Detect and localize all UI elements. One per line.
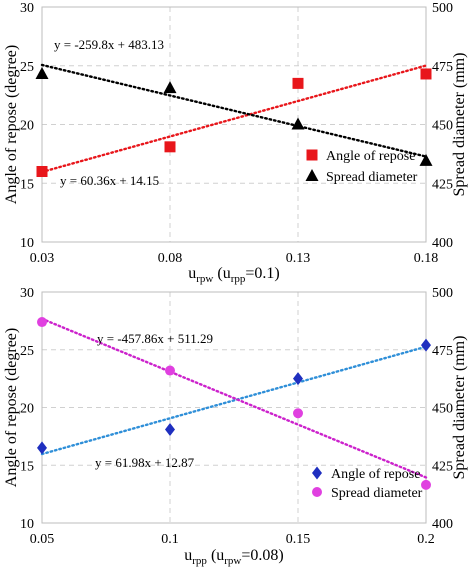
data-point-series-1: [293, 372, 303, 386]
y-tick-label: 15: [20, 177, 34, 192]
x-axis-label-part: =0.08): [241, 547, 283, 564]
x-tick-label: 0.18: [414, 251, 439, 266]
data-point-series-2: [163, 81, 177, 94]
legend-label: Spread diameter: [326, 170, 418, 185]
plot-frame: [41, 291, 427, 524]
x-tick-label: 0.03: [30, 251, 55, 266]
trendline-1: [40, 345, 428, 456]
legend-label: Angle of repose: [331, 467, 420, 482]
legend-marker: [312, 466, 322, 480]
y-tick-label: 10: [20, 236, 34, 251]
x-tick-label: 0.05: [30, 532, 55, 547]
y2-tick-label: 450: [432, 119, 453, 134]
legend-label: Spread diameter: [331, 486, 423, 501]
trendline-equation: y = 60.36x + 14.15: [60, 173, 159, 188]
y2-tick-label: 450: [432, 402, 453, 417]
y2-tick-label: 425: [432, 177, 453, 192]
data-point-series-2: [421, 479, 431, 490]
y-tick-label: 25: [20, 60, 34, 75]
legend: Angle of repose Spread diameter: [312, 466, 423, 501]
trendline-equation: y = 61.98x + 12.87: [95, 455, 195, 470]
plot-frame: [41, 6, 427, 243]
data-point-series-2: [293, 408, 303, 419]
x-tick-label: 0.15: [286, 532, 311, 547]
data-point-series-1: [36, 166, 48, 177]
trendline-1: [40, 64, 428, 174]
data-point-series-2: [291, 117, 305, 130]
trendline-2: [40, 63, 428, 158]
y-tick-label: 20: [20, 402, 34, 417]
data-point-series-2: [165, 365, 175, 376]
data-point-series-1: [37, 441, 47, 455]
legend-marker: [306, 149, 318, 161]
x-axis-label-part: u: [184, 547, 192, 564]
y-tick-label: 30: [20, 286, 34, 301]
y-tick-label: 30: [20, 1, 34, 16]
y2-tick-label: 475: [432, 60, 453, 75]
data-point-series-1: [292, 77, 304, 89]
x-tick-label: 0.1: [161, 532, 179, 547]
x-axis-label-part: (u: [207, 547, 224, 564]
x-axis-label-subscript: rpw: [224, 555, 241, 567]
chart-panel-1: 10 15 20 25 30 400 425 450 475 500 0.03 0.08 0.13 0.1…: [3, 1, 468, 285]
x-tick-label: 0.08: [158, 251, 183, 266]
y2-tick-label: 400: [432, 517, 453, 532]
y2-tick-label: 400: [432, 236, 453, 251]
x-axis-label: urpp (urpw=0.08): [184, 547, 283, 567]
y-tick-label: 10: [20, 517, 34, 532]
y2-axis-label: Spread diameter (mm): [451, 336, 468, 480]
y2-tick-label: 425: [432, 459, 453, 474]
data-point-series-1: [164, 141, 176, 153]
data-point-series-1: [421, 338, 431, 352]
y2-tick-label: 475: [432, 344, 453, 359]
trendline-2: [40, 317, 428, 479]
data-point-series-2: [419, 153, 433, 166]
trendline-equation: y = -457.86x + 511.29: [97, 331, 213, 346]
data-point-series-1: [420, 68, 432, 80]
x-axis-label-part: (u: [213, 265, 230, 282]
data-point-series-2: [37, 317, 47, 328]
y-axis-label: Angle of repose (degree): [3, 45, 20, 204]
x-axis-label-subscript: rpw: [196, 273, 213, 285]
y2-tick-label: 500: [432, 1, 453, 16]
x-axis-label-part: =0.1): [245, 265, 279, 282]
x-tick-label: 0.13: [286, 251, 311, 266]
x-tick-label: 0.2: [417, 532, 435, 547]
y2-axis-label: Spread diameter (mm): [451, 53, 468, 197]
x-axis-label-subscript: rpp: [192, 555, 207, 567]
x-axis-label-part: u: [188, 265, 196, 282]
legend-marker: [305, 169, 319, 181]
trendline-equation: y = -259.8x + 483.13: [54, 37, 164, 52]
legend-marker: [312, 487, 322, 497]
y2-tick-label: 500: [432, 286, 453, 301]
y-tick-label: 20: [20, 119, 34, 134]
y-tick-label: 25: [20, 344, 34, 359]
data-point-series-2: [35, 66, 49, 79]
data-point-series-1: [165, 422, 175, 436]
x-axis-label-subscript: rpp: [231, 273, 246, 285]
x-axis-label: urpw (urpp=0.1): [188, 265, 279, 285]
legend-label: Angle of repose: [326, 149, 415, 164]
y-tick-label: 15: [20, 459, 34, 474]
y-axis-label: Angle of repose (degree): [3, 328, 20, 487]
chart-panel-2: 10 15 20 25 30 400 425 450 475 500 0.05 0.1 0.15 0.2 A…: [3, 286, 468, 567]
legend: Angle of repose Spread diameter: [305, 149, 418, 185]
